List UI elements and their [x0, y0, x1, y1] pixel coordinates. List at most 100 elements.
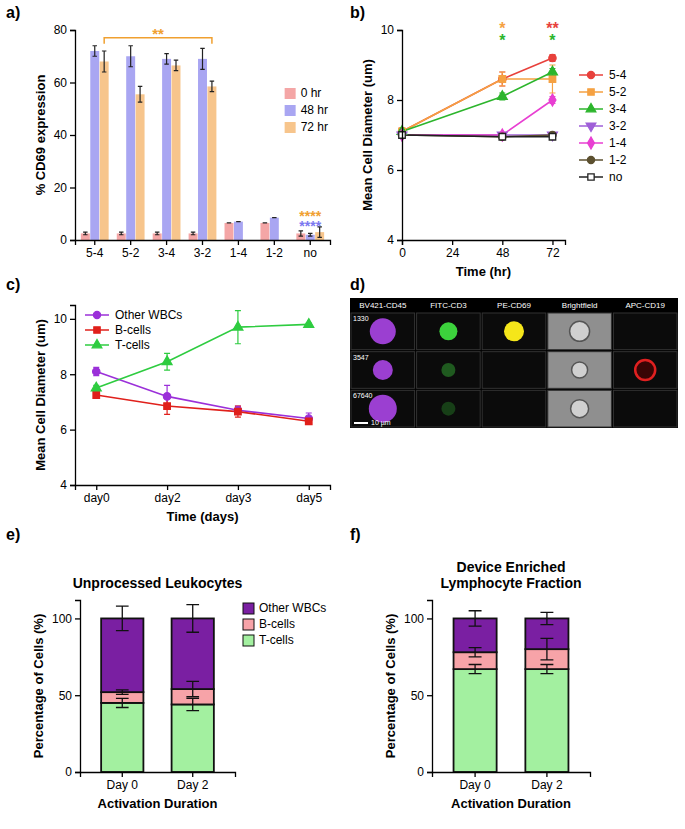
tick-mark	[192, 772, 193, 777]
axis-title: Percentage of Cells (%)	[383, 614, 398, 759]
point	[499, 133, 506, 140]
image-cell	[482, 352, 546, 389]
legend-marker	[588, 174, 594, 180]
legend-item: B-cells	[85, 323, 151, 337]
point	[499, 129, 506, 141]
error-bar	[93, 367, 99, 375]
cell-image	[504, 321, 524, 341]
tick-mark	[238, 240, 239, 245]
tick: 1-2	[266, 240, 284, 260]
legend-item: T-cells	[85, 338, 150, 352]
error-bar	[155, 232, 159, 235]
tick: 0	[60, 233, 75, 247]
axis-title: Activation Duration	[98, 796, 218, 811]
cell-image	[373, 360, 393, 380]
channel-header: BV421-CD45	[359, 301, 407, 310]
point	[93, 392, 99, 398]
chart-title: Device EnrichedLymphocyte Fraction	[440, 559, 581, 591]
legend-label: 48 hr	[301, 103, 328, 117]
tick-mark	[397, 30, 402, 31]
tick: 10	[381, 23, 402, 37]
bar	[234, 222, 243, 240]
legend-swatch	[285, 105, 296, 116]
tick-mark	[70, 429, 75, 430]
image-background	[350, 298, 678, 428]
tick: 4	[60, 478, 75, 492]
tick-mark	[70, 135, 75, 136]
legend-marker	[588, 137, 595, 149]
tick-mark	[427, 618, 432, 619]
image-cell	[417, 313, 481, 350]
image-cell	[613, 352, 677, 389]
point	[499, 76, 505, 82]
tick-label: 48	[496, 246, 510, 260]
tick: 80	[54, 23, 75, 37]
row-id: 3547	[353, 354, 369, 361]
legend-marker	[587, 71, 594, 78]
legend-label: T-cells	[259, 633, 294, 647]
axis-title: Mean Cell Diameter (um)	[33, 319, 48, 471]
error-bar	[186, 605, 199, 633]
axis-x: day0day2day3day5	[76, 485, 331, 505]
legend-item: 3-4	[579, 102, 627, 116]
legend-label: B-cells	[115, 323, 151, 337]
tick-mark	[70, 319, 75, 320]
tick: 60	[54, 76, 75, 90]
axis-line	[70, 306, 76, 486]
point	[549, 54, 556, 61]
legend-label: 5-2	[609, 85, 627, 99]
bar-segment	[525, 669, 568, 772]
tick: day2	[155, 485, 181, 505]
bar	[126, 56, 135, 240]
axis-y: 020406080	[54, 23, 76, 247]
tick-mark	[70, 240, 75, 241]
bar	[225, 223, 234, 240]
legend-item: 1-4	[579, 136, 627, 150]
tick-label: day3	[225, 491, 251, 505]
image-cell	[613, 313, 677, 350]
tick-mark	[309, 485, 310, 490]
axis-x: Day 0Day 2	[81, 772, 236, 792]
tick-label: 8	[60, 368, 67, 382]
tick-label: day2	[155, 491, 181, 505]
tick: Day 2	[531, 772, 563, 792]
tick: 3-2	[194, 240, 212, 260]
legend-item: 72 hr	[285, 120, 328, 134]
legend-label: 72 hr	[301, 120, 328, 134]
bar	[172, 65, 181, 240]
cell-image	[571, 400, 589, 418]
annotation: **	[152, 25, 164, 42]
tick-mark	[166, 240, 167, 245]
tick: day0	[84, 485, 110, 505]
tick-label: 24	[446, 246, 460, 260]
axis-line	[76, 486, 331, 491]
panel-label: f)	[350, 526, 361, 543]
tick: day3	[225, 485, 251, 505]
tick: Day 0	[459, 772, 491, 792]
tick-label: Day 0	[459, 778, 491, 792]
legend-label: T-cells	[115, 338, 150, 352]
legend-swatch	[243, 603, 254, 614]
point	[548, 132, 558, 141]
tick-mark	[94, 240, 95, 245]
image-cell	[548, 352, 612, 389]
plot-area	[397, 54, 557, 141]
tick-mark	[75, 772, 80, 773]
tick-label: Day 0	[107, 778, 139, 792]
cell-image	[635, 360, 655, 380]
error-bar	[186, 698, 199, 710]
scale-bar	[354, 422, 368, 424]
axis-title: Time (days)	[166, 509, 238, 524]
tick-label: 0	[399, 246, 406, 260]
error-bar	[499, 72, 505, 86]
error-bar	[128, 46, 132, 67]
chart-title: Unprocessed Leukocytes	[73, 575, 243, 591]
tick-label: 10	[54, 312, 68, 326]
error-bar	[540, 612, 553, 624]
tick-label: 100	[52, 612, 72, 626]
series-line	[402, 100, 552, 135]
point	[304, 319, 314, 328]
point	[499, 75, 506, 82]
tick-label: 3-4	[158, 246, 176, 260]
point	[93, 368, 100, 375]
